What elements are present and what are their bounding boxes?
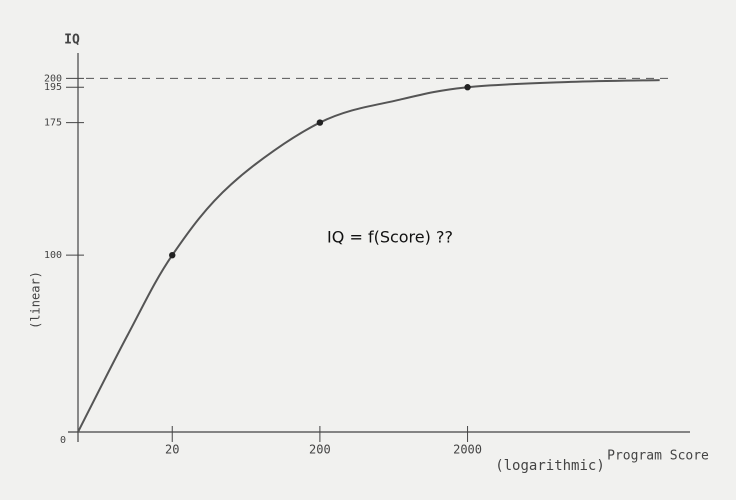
point [316, 119, 324, 126]
curve [77, 79, 660, 433]
x-tick-label: 2000 [453, 443, 482, 457]
y-tick-label: 195 [44, 82, 62, 93]
x-scale-label: (logarithmic) [495, 458, 605, 474]
x-tick-label: 20 [165, 443, 179, 457]
y-tick-label: 200 [44, 73, 62, 84]
y-scale-label: (linear) [29, 271, 43, 329]
y-tick-label: 175 [44, 118, 62, 129]
x-tick-label: 200 [309, 443, 331, 457]
point [169, 251, 176, 259]
y-axis-title: IQ [64, 33, 80, 48]
y-tick-label: 0 [60, 435, 66, 446]
chart-title: IQ = f(Score) ?? [327, 228, 453, 247]
point [464, 84, 471, 91]
y-tick-label: 100 [44, 250, 62, 261]
x-axis-title: Program Score [607, 449, 709, 464]
